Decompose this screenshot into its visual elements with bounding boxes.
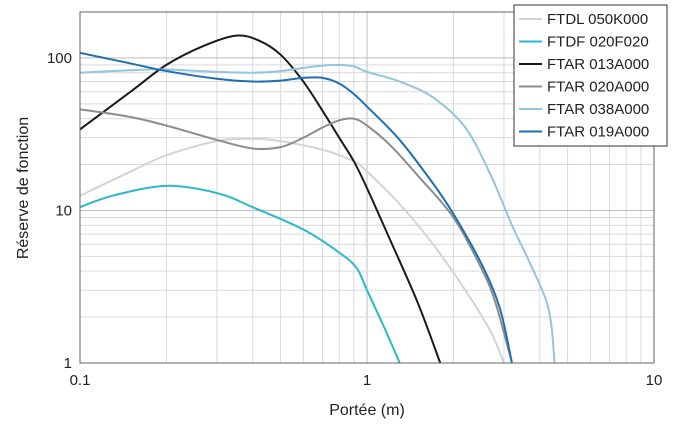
series-line-5 — [80, 63, 556, 363]
series-line-2 — [80, 184, 401, 363]
x-tick-label: 10 — [646, 372, 663, 389]
y-tick-label: 100 — [47, 50, 72, 67]
y-tick-label: 1 — [64, 355, 72, 372]
legend-label: FTAR 038A000 — [547, 101, 649, 118]
legend: FTDL 050K000 FTDF 020F020 FTAR 013A000 FTAR… — [513, 4, 668, 147]
series-lines — [80, 34, 556, 363]
y-axis-label: Réserve de fonction — [15, 117, 32, 259]
x-tick-label: 0.1 — [70, 372, 91, 389]
series-line-3 — [80, 34, 442, 363]
plot-frame — [79, 11, 655, 364]
legend-label: FTAR 020A000 — [547, 79, 649, 96]
series-line-1 — [80, 137, 505, 363]
x-axis-label: Portée (m) — [329, 402, 405, 419]
legend-label: FTDL 050K000 — [547, 11, 648, 28]
y-tick-label: 10 — [55, 202, 72, 219]
series-line-4 — [80, 108, 513, 363]
legend-label: FTDF 020F020 — [547, 34, 649, 51]
legend-label: FTAR 019A000 — [547, 124, 649, 141]
x-tick-label: 1 — [363, 372, 371, 389]
series-line-6 — [80, 51, 513, 363]
legend-label: FTAR 013A000 — [547, 56, 649, 73]
legend-box — [513, 4, 668, 147]
